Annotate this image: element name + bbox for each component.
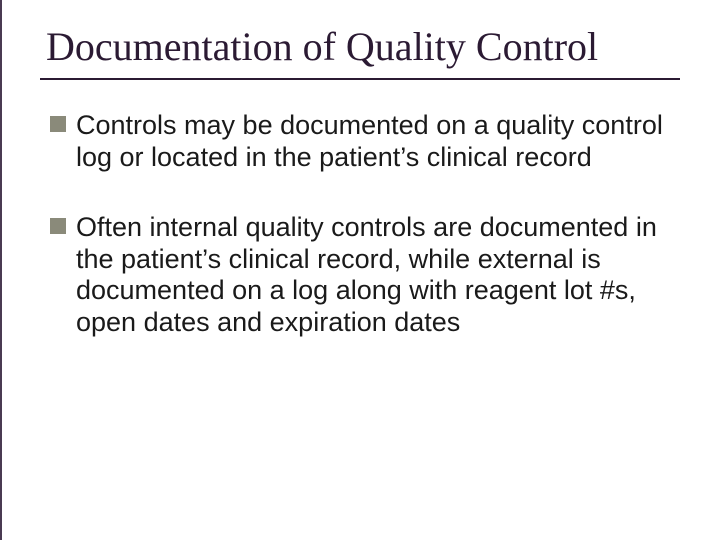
left-accent-bar xyxy=(0,0,2,540)
bullet-text: Often internal quality controls are docu… xyxy=(76,212,678,339)
slide: Documentation of Quality Control Control… xyxy=(0,0,720,540)
title-underline xyxy=(40,78,680,80)
square-bullet-icon xyxy=(50,116,66,132)
bullet-list: Controls may be documented on a quality … xyxy=(40,110,680,339)
slide-title: Documentation of Quality Control xyxy=(40,24,680,70)
bullet-text: Controls may be documented on a quality … xyxy=(76,110,678,174)
bullet-item: Often internal quality controls are docu… xyxy=(50,212,678,339)
bullet-item: Controls may be documented on a quality … xyxy=(50,110,678,174)
square-bullet-icon xyxy=(50,218,66,234)
